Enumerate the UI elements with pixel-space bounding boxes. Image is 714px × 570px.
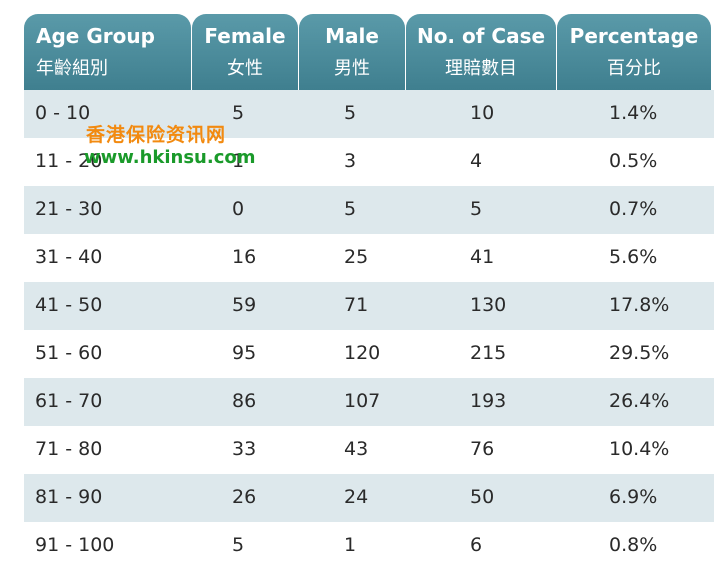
cell-female: 5 <box>232 534 245 556</box>
cell-age-group: 61 - 70 <box>35 390 103 412</box>
header-percentage: Percentage 百分比 <box>557 14 711 90</box>
cell-cases: 50 <box>470 486 495 508</box>
table-row: 41 - 50 59 71 130 17.8% <box>24 282 714 330</box>
header-label-zh: 女性 <box>227 58 263 79</box>
cell-age-group: 41 - 50 <box>35 294 103 316</box>
table-row: 51 - 60 95 120 215 29.5% <box>24 330 714 378</box>
cell-age-group: 81 - 90 <box>35 486 103 508</box>
header-label-zh: 理賠數目 <box>445 58 517 79</box>
table-row: 81 - 90 26 24 50 6.9% <box>24 474 714 522</box>
table-row: 11 - 20 1 3 4 0.5% <box>24 138 714 186</box>
site-watermark: 香港保险资讯网 www.hkinsu.com <box>84 120 256 168</box>
cell-female: 5 <box>232 102 245 124</box>
cell-percentage: 6.9% <box>609 486 658 508</box>
cell-percentage: 26.4% <box>609 390 670 412</box>
table-row: 0 - 10 5 5 10 1.4% <box>24 90 714 138</box>
cell-female: 95 <box>232 342 257 364</box>
cell-percentage: 10.4% <box>609 438 670 460</box>
header-male: Male 男性 <box>299 14 405 90</box>
cell-percentage: 5.6% <box>609 246 658 268</box>
cell-male: 107 <box>344 390 381 412</box>
table-row: 61 - 70 86 107 193 26.4% <box>24 378 714 426</box>
cell-age-group: 31 - 40 <box>35 246 103 268</box>
cell-male: 25 <box>344 246 369 268</box>
cell-percentage: 29.5% <box>609 342 670 364</box>
cell-cases: 76 <box>470 438 495 460</box>
cell-male: 24 <box>344 486 369 508</box>
cell-female: 59 <box>232 294 257 316</box>
cell-male: 71 <box>344 294 369 316</box>
cell-male: 120 <box>344 342 381 364</box>
cell-percentage: 1.4% <box>609 102 658 124</box>
cell-age-group: 51 - 60 <box>35 342 103 364</box>
cell-percentage: 0.7% <box>609 198 658 220</box>
cell-male: 1 <box>344 534 357 556</box>
cell-cases: 41 <box>470 246 495 268</box>
header-label-en: No. of Case <box>416 24 546 48</box>
cell-percentage: 17.8% <box>609 294 670 316</box>
header-label-en: Percentage <box>569 24 699 48</box>
table-row: 31 - 40 16 25 41 5.6% <box>24 234 714 282</box>
header-label-en: Female <box>204 24 286 48</box>
table-header: Age Group 年齡組別 Female 女性 Male 男性 No. of … <box>0 0 714 90</box>
table-row: 21 - 30 0 5 5 0.7% <box>24 186 714 234</box>
cell-male: 3 <box>344 150 357 172</box>
cell-male: 43 <box>344 438 369 460</box>
header-label-zh: 男性 <box>334 58 370 79</box>
header-label-en: Age Group <box>36 24 155 48</box>
cell-age-group: 21 - 30 <box>35 198 103 220</box>
table-row: 71 - 80 33 43 76 10.4% <box>24 426 714 474</box>
header-age-group: Age Group 年齡組別 <box>24 14 191 90</box>
cell-female: 33 <box>232 438 257 460</box>
cell-female: 0 <box>232 198 245 220</box>
watermark-url: www.hkinsu.com <box>84 147 256 168</box>
cell-cases: 10 <box>470 102 495 124</box>
watermark-zh: 香港保险资讯网 <box>86 124 227 146</box>
cell-female: 1 <box>232 150 245 172</box>
cell-percentage: 0.8% <box>609 534 658 556</box>
cell-cases: 193 <box>470 390 507 412</box>
cell-age-group: 0 - 10 <box>35 102 91 124</box>
cell-age-group: 11 - 20 <box>35 150 103 172</box>
cell-male: 5 <box>344 102 357 124</box>
header-female: Female 女性 <box>192 14 298 90</box>
cell-male: 5 <box>344 198 357 220</box>
cell-female: 26 <box>232 486 257 508</box>
table-row: 91 - 100 5 1 6 0.8% <box>24 522 714 570</box>
cell-age-group: 91 - 100 <box>35 534 115 556</box>
cell-cases: 4 <box>470 150 483 172</box>
cell-age-group: 71 - 80 <box>35 438 103 460</box>
header-cases: No. of Case 理賠數目 <box>406 14 556 90</box>
cell-cases: 5 <box>470 198 483 220</box>
header-label-zh: 百分比 <box>607 58 661 79</box>
header-label-zh: 年齡組別 <box>36 58 108 79</box>
cell-cases: 130 <box>470 294 507 316</box>
claims-age-table: Age Group 年齡組別 Female 女性 Male 男性 No. of … <box>0 0 714 556</box>
cell-cases: 6 <box>470 534 483 556</box>
cell-female: 86 <box>232 390 257 412</box>
cell-cases: 215 <box>470 342 507 364</box>
cell-female: 16 <box>232 246 257 268</box>
cell-percentage: 0.5% <box>609 150 658 172</box>
header-label-en: Male <box>325 24 379 48</box>
